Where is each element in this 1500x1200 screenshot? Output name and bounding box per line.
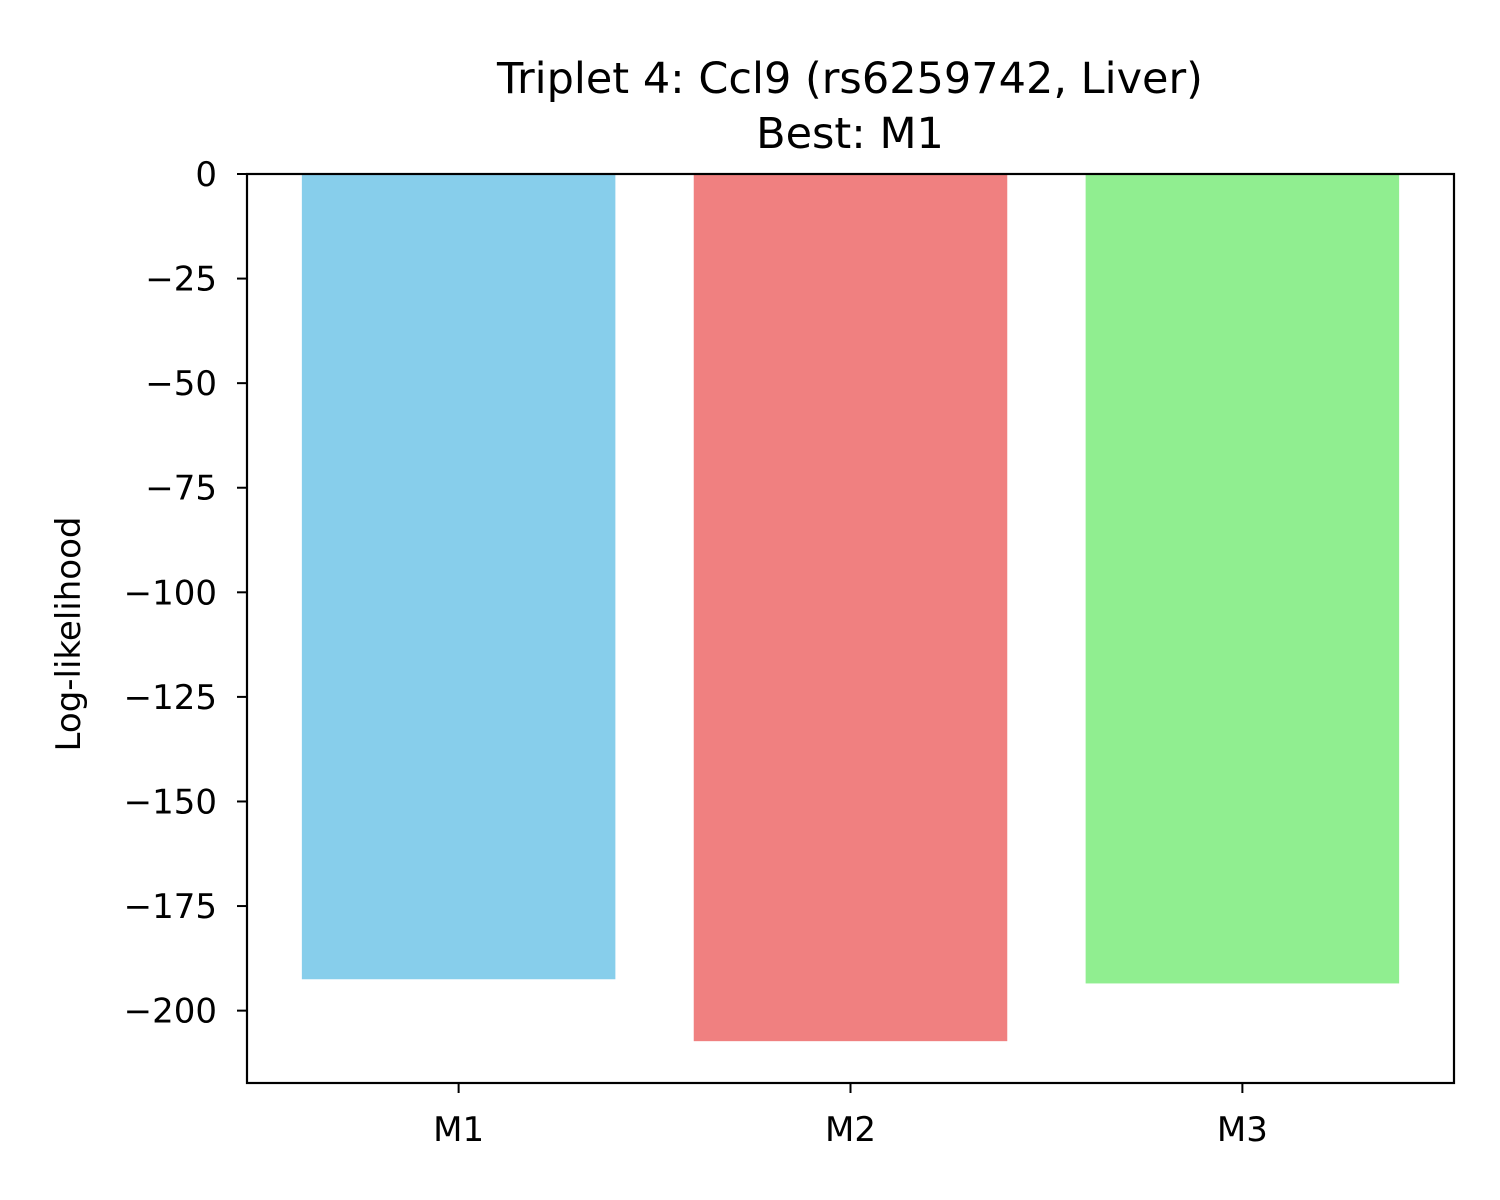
y-tick-label: −25 <box>145 260 217 300</box>
bar-m3 <box>1085 174 1400 984</box>
bar-m2 <box>693 174 1008 1042</box>
x-tick-label: M2 <box>825 1110 876 1150</box>
y-tick-label: −75 <box>145 469 217 509</box>
chart-title: Triplet 4: Ccl9 (rs6259742, Liver) <box>496 54 1203 104</box>
y-tick-label: 0 <box>195 155 217 195</box>
plot-frame <box>245 172 1456 1085</box>
y-tick-label: −50 <box>145 364 217 404</box>
bar-m1 <box>301 174 616 980</box>
x-axis: M1 M2 M3 <box>433 1083 1268 1150</box>
y-tick-label: −150 <box>124 782 217 822</box>
y-tick-label: −100 <box>124 573 217 613</box>
y-tick-label: −200 <box>124 992 217 1032</box>
y-axis-label: Log-likelihood <box>49 517 89 752</box>
y-tick-label: −125 <box>124 678 217 718</box>
x-tick-label: M3 <box>1217 1110 1268 1150</box>
y-tick-label: −175 <box>124 887 217 927</box>
bars-group <box>301 174 1400 1042</box>
chart-subtitle: Best: M1 <box>756 109 944 159</box>
y-axis: 0 −25 −50 −75 −100 −125 −150 −175 −200 <box>124 155 247 1032</box>
x-tick-label: M1 <box>433 1110 484 1150</box>
